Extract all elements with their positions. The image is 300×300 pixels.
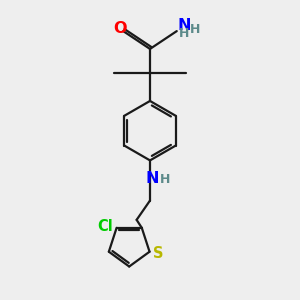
Text: O: O (113, 21, 127, 36)
Text: H: H (179, 27, 189, 40)
Text: S: S (153, 246, 164, 261)
Text: N: N (145, 171, 159, 186)
Text: Cl: Cl (97, 218, 113, 233)
Text: N: N (177, 18, 191, 33)
Text: H: H (160, 173, 171, 186)
Text: H: H (190, 23, 200, 36)
